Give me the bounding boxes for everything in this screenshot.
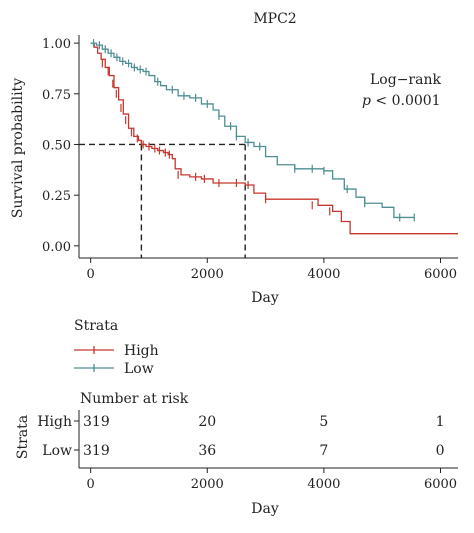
log-rank-label: Log−rank [370, 72, 441, 88]
risk-row-label-low: Low [42, 443, 72, 459]
survival-curve-low [90, 42, 415, 219]
chart-title: MPC2 [253, 11, 296, 27]
risk-x-axis-label: Day [251, 501, 279, 517]
legend-label-low: Low [124, 361, 154, 377]
y-tick-label: 0.50 [42, 138, 71, 153]
survival-curves [90, 39, 458, 235]
y-tick-label: 1.00 [42, 37, 71, 52]
risk-table-values: 319 20 5 1 319 36 7 0 [83, 414, 445, 459]
survival-plot: MPC2 Survival probability Day Log−rank p… [10, 11, 458, 306]
risk-x-tick-label: 2000 [191, 477, 224, 492]
x-tick-label: 2000 [191, 267, 224, 282]
y-tick-label: 0.75 [42, 88, 71, 103]
plot-axes: 0.00 0.25 0.50 0.75 1.00 0 2000 4000 6000 [42, 35, 458, 282]
risk-x-tick-label: 0 [87, 477, 95, 492]
risk-strata-label: Strata [15, 415, 31, 459]
y-tick-label: 0.25 [42, 189, 71, 204]
legend-title: Strata [74, 318, 118, 334]
x-tick-label: 4000 [307, 267, 340, 282]
y-tick-label: 0.00 [42, 240, 71, 255]
risk-table-axes: 0 2000 4000 6000 [74, 410, 458, 492]
risk-row-label-high: High [37, 414, 72, 430]
y-axis-label: Survival probability [10, 78, 26, 218]
risk-value-high: 5 [319, 414, 328, 430]
legend-item-low: Low [74, 361, 154, 377]
x-tick-label: 6000 [424, 267, 457, 282]
p-value-label: p < 0.0001 [362, 93, 441, 109]
x-axis-label: Day [251, 290, 279, 306]
risk-value-low: 319 [83, 443, 110, 459]
log-rank-annotation: Log−rank p < 0.0001 [362, 72, 441, 109]
risk-table-title: Number at risk [80, 391, 189, 407]
risk-value-low: 36 [198, 443, 216, 459]
legend-label-high: High [124, 343, 159, 359]
legend-item-high: High [74, 343, 159, 359]
risk-x-tick-label: 6000 [424, 477, 457, 492]
risk-value-low: 0 [436, 443, 445, 459]
risk-table: Number at risk Strata High Low 0 2000 4000… [15, 391, 458, 517]
risk-value-high: 1 [436, 414, 445, 430]
risk-value-low: 7 [319, 443, 328, 459]
risk-x-tick-label: 4000 [307, 477, 340, 492]
legend: Strata High Low [74, 318, 159, 377]
risk-value-high: 319 [83, 414, 110, 430]
x-tick-label: 0 [87, 267, 95, 282]
median-reference-lines [79, 143, 246, 258]
p-symbol: p [362, 93, 371, 109]
p-value-text: < 0.0001 [371, 93, 441, 109]
risk-value-high: 20 [198, 414, 216, 430]
